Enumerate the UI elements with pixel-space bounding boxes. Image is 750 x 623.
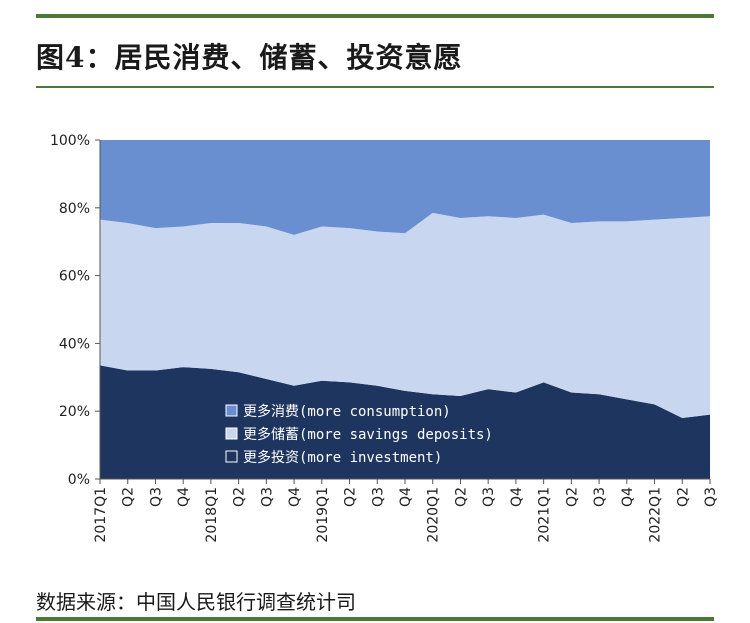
title-divider (36, 86, 714, 88)
x-tick-label: Q2 (121, 487, 137, 507)
area-consumption (100, 140, 710, 235)
x-tick-label: Q2 (453, 487, 469, 507)
x-tick-label: 2021Q1 (537, 487, 553, 543)
legend-swatch (225, 404, 238, 417)
plot-area (100, 140, 710, 479)
x-tick-label: Q4 (176, 487, 192, 507)
x-tick-label: 2018Q1 (204, 487, 220, 543)
x-tick-label: 2020Q1 (426, 487, 442, 543)
y-tick-label: 80% (59, 201, 90, 217)
area-investment (100, 365, 710, 479)
data-source-note: 数据来源：中国人民银行调查统计司 (36, 590, 356, 614)
x-tick-label: 2019Q1 (315, 487, 331, 543)
x-tick-label: Q4 (398, 487, 414, 507)
x-tick-label: Q2 (343, 487, 359, 507)
legend-label: 更多消费(more consumption) (243, 403, 451, 420)
x-tick-label: Q4 (287, 487, 303, 507)
x-tick-label: Q3 (481, 487, 497, 507)
x-tick-label: Q4 (509, 487, 525, 507)
y-axis: 0% 20% 40% 60% 80% 100% (50, 133, 101, 488)
x-tick-label: 2017Q1 (93, 487, 109, 543)
x-tick-label: Q3 (703, 487, 719, 507)
y-tick-label: 100% (50, 133, 90, 149)
x-tick-label: Q2 (232, 487, 248, 507)
legend-label: 更多储蓄(more savings deposits) (243, 426, 493, 443)
x-tick-label: Q3 (259, 487, 275, 507)
y-tick-label: 40% (59, 336, 90, 352)
x-tick-label: Q4 (620, 487, 636, 507)
x-tick-label: Q3 (592, 487, 608, 507)
top-rule (36, 14, 714, 18)
legend-label: 更多投资(more investment) (243, 449, 442, 466)
y-tick-label: 60% (59, 269, 90, 285)
x-tick-label: 2022Q1 (648, 487, 664, 543)
x-axis: 2017Q1 Q2 Q3 Q4 2018Q1 Q2 Q3 Q4 2019Q1 Q2 Q3 Q4 2020… (93, 478, 719, 543)
y-tick-label: 0% (68, 472, 90, 488)
area-savings (100, 212, 710, 418)
legend: 更多消费(more consumption) 更多储蓄(more savings … (225, 403, 493, 466)
legend-swatch (225, 450, 238, 463)
x-tick-label: Q2 (675, 487, 691, 507)
x-tick-label: Q2 (564, 487, 580, 507)
x-tick-label: Q3 (148, 487, 164, 507)
legend-swatch (225, 427, 238, 440)
chart-title: 图4：居民消费、储蓄、投资意愿 (36, 41, 463, 74)
x-tick-label: Q3 (370, 487, 386, 507)
y-tick-label: 20% (59, 404, 90, 420)
bottom-rule (36, 617, 714, 621)
